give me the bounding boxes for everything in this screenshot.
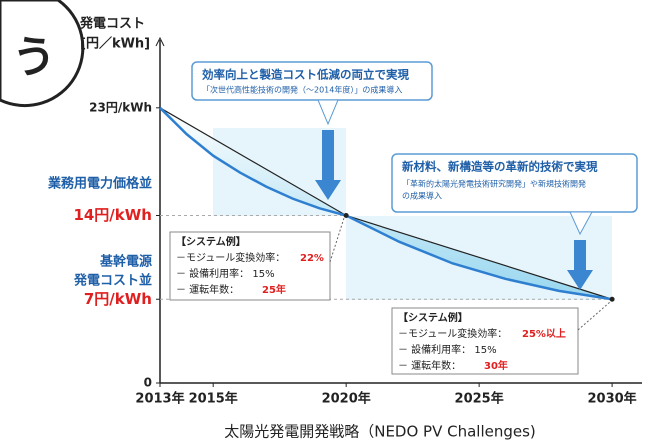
system-heading: 【システム例】 bbox=[176, 235, 246, 248]
caption: 太陽光発電開発戦略（NEDO PV Challenges) bbox=[224, 423, 536, 441]
y-annotation: 業務用電力価格並 bbox=[47, 176, 152, 192]
y-tick-label: 14円/kWh bbox=[73, 206, 152, 224]
series-line bbox=[159, 106, 613, 301]
x-tick-label: 2030年 bbox=[588, 391, 637, 407]
y-tick-label: 23円/kWh bbox=[89, 100, 152, 114]
leader-line bbox=[329, 217, 345, 263]
callout-box bbox=[391, 153, 638, 213]
leader-line bbox=[577, 301, 611, 331]
down-arrow bbox=[315, 130, 341, 200]
callout-title: 新材料、新構造等の革新的技術で実現 bbox=[402, 160, 598, 174]
x-tick-label: 2013年 bbox=[135, 391, 184, 407]
callout-pointer bbox=[317, 99, 339, 126]
system-value: 25%以上 bbox=[522, 327, 566, 340]
callout-title: 効率向上と製造コスト低減の両立で実現 bbox=[202, 68, 409, 82]
x-tick-label: 2025年 bbox=[455, 391, 504, 407]
system-line: － 設備利用率： 15% bbox=[176, 267, 275, 280]
callout-pointer bbox=[569, 211, 593, 236]
y-axis-arrow bbox=[155, 36, 165, 47]
plot: 0 7円/kWh 14円/kWh 23円/kWh 2013年 2015年 2020年 2025… bbox=[73, 36, 642, 407]
y-annotation: 発電コスト並 bbox=[73, 273, 152, 289]
x-tick-label: 2015年 bbox=[189, 391, 238, 407]
y-label: [円／kWh] bbox=[80, 36, 150, 52]
x-tick-label: 2020年 bbox=[322, 391, 371, 407]
callout-box bbox=[191, 61, 433, 101]
system-line: － 運転年数： bbox=[398, 359, 461, 372]
callout-text: 「革新的太陽光発電技術研究開発」や新規技術開発 bbox=[402, 179, 586, 189]
callout-text: の成果導入 bbox=[402, 191, 442, 201]
down-arrow bbox=[567, 240, 593, 290]
system-line: － 設備利用率： 15% bbox=[398, 343, 497, 356]
system-box bbox=[391, 307, 579, 375]
point bbox=[609, 296, 615, 302]
y-annotation: 基幹電源 bbox=[99, 254, 152, 270]
system-line: －モジュール変換効率： bbox=[398, 327, 507, 340]
y-label: 発電コスト bbox=[79, 16, 145, 32]
system-value: 25年 bbox=[262, 283, 286, 296]
y-tick-label: 0 bbox=[144, 376, 152, 390]
system-heading: 【システム例】 bbox=[398, 311, 468, 324]
y-tick-label: 7円/kWh bbox=[84, 290, 152, 308]
system-line: －モジュール変換効率： bbox=[176, 251, 285, 264]
system-line: － 運転年数： bbox=[176, 283, 239, 296]
callout-text: 「次世代高性能技術の開発（～2014年度）」の成果導入 bbox=[202, 85, 402, 95]
system-box bbox=[169, 231, 331, 301]
point bbox=[343, 213, 349, 218]
system-value: 30年 bbox=[484, 359, 508, 372]
corner-logo bbox=[0, 0, 85, 108]
corner-mark: う bbox=[12, 32, 56, 83]
system-value: 22% bbox=[300, 253, 324, 264]
